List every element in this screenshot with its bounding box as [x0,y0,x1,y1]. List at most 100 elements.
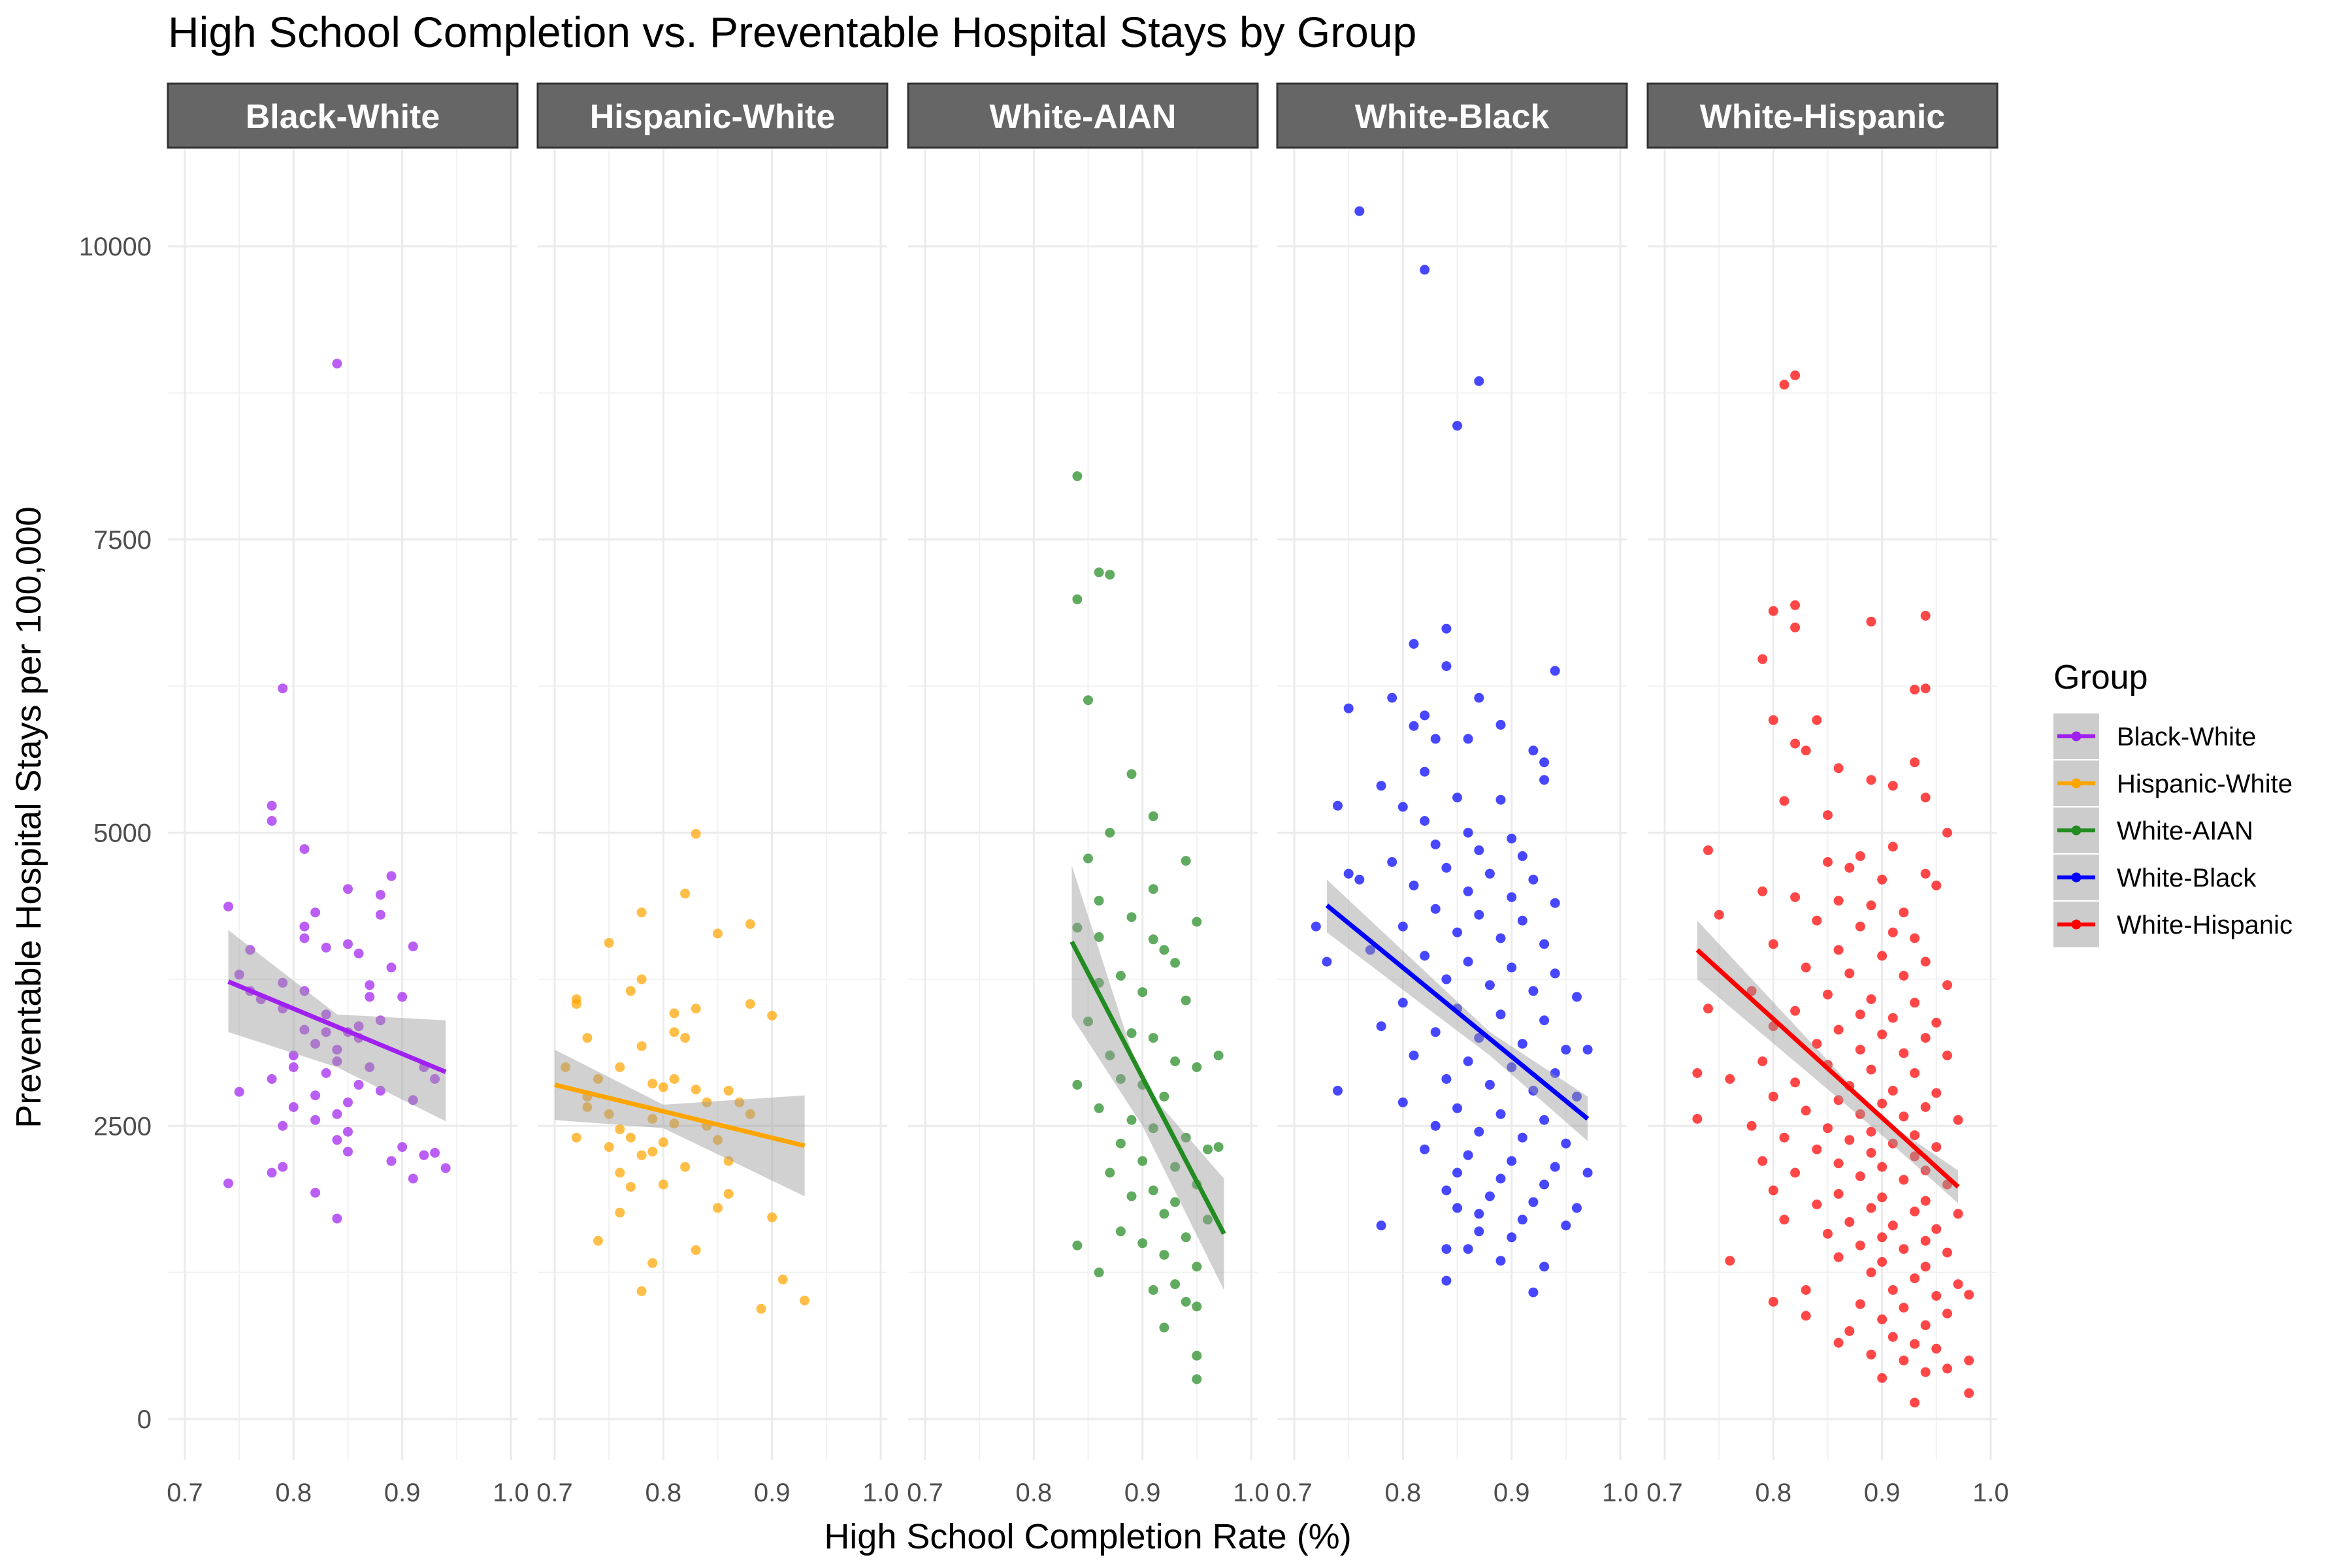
data-point [1920,956,1931,967]
data-point [332,1056,342,1066]
data-point [1812,1144,1822,1154]
trend-line [227,979,447,1074]
data-point [647,1258,658,1268]
data-point [1714,909,1724,920]
data-point [658,1082,668,1092]
data-point [1866,1064,1876,1075]
legend: Group Black-White Hispanic-White White-AIA… [2053,659,2293,947]
data-point [1148,884,1158,894]
facet-panels: Black-White 0.7 0.8 0.9 1.0 Hispanic-White 0.7… [79,82,2009,1507]
data-point [397,1142,408,1152]
data-point [1866,616,1876,627]
data-point [1441,1185,1452,1196]
data-point [1094,932,1104,942]
data-point [1528,986,1539,996]
data-point [375,890,385,900]
data-point [1213,1142,1224,1152]
data-point [658,1179,668,1190]
data-point [1213,1051,1224,1060]
data-point [1517,1039,1527,1049]
data-point [636,907,647,918]
data-point [1692,1068,1703,1078]
data-point [1910,1068,1920,1078]
data-point [1812,1200,1822,1209]
data-point [299,986,310,996]
data-point [1899,907,1909,918]
data-point [800,1296,810,1306]
data-point [1920,1262,1931,1272]
data-point [353,1021,364,1032]
data-point [734,1097,745,1107]
data-point [1072,471,1083,482]
data-point [1159,1322,1169,1333]
data-point [1420,1144,1430,1154]
x-tick-label: 0.9 [1864,1478,1901,1507]
trend-line [1070,940,1226,1235]
data-point [1866,1203,1876,1213]
data-point [1920,1166,1931,1175]
data-point [267,816,277,826]
data-point [1757,1056,1768,1066]
data-point [1833,763,1844,774]
data-point [1779,1132,1789,1143]
data-point [1517,851,1527,861]
data-point [386,871,397,881]
data-point [1115,971,1126,981]
data-point [1420,816,1430,826]
x-tick-label: 1.0 [1233,1478,1269,1507]
data-point [299,1024,310,1035]
data-point [1725,1256,1735,1266]
data-point [1768,1091,1778,1102]
data-point [1899,1111,1909,1122]
data-point [1170,1162,1181,1172]
data-point [691,1004,701,1014]
data-point [1550,898,1560,908]
data-point [1105,828,1115,838]
data-point [1801,1285,1811,1295]
data-point [1126,1191,1137,1201]
facet-panel-white-black: White-Black 0.7 0.8 0.9 1.0 [1276,82,1639,1507]
x-tick-label: 0.7 [1276,1478,1313,1507]
data-point [375,1085,385,1096]
data-point [1463,1150,1473,1160]
data-point [1768,715,1778,725]
data-point [1833,945,1844,955]
data-point [1354,206,1365,216]
data-point [1495,1009,1506,1020]
data-point [1833,1095,1844,1105]
facet-strip-label: White-Black [1355,98,1550,136]
x-tick-label: 1.0 [1972,1478,2009,1507]
data-point [1430,840,1441,849]
data-point [625,1132,636,1143]
data-point [440,1163,451,1173]
data-point [1137,1156,1148,1166]
data-point [1517,915,1527,926]
data-point [375,909,385,920]
data-point [1855,1045,1865,1055]
data-point [1148,1185,1158,1196]
data-point [1397,998,1408,1008]
data-point [1790,622,1801,632]
data-point [1539,1015,1550,1026]
data-point [1823,1123,1833,1134]
data-point [1920,868,1931,879]
data-point [1931,1291,1942,1301]
data-point [1768,1297,1778,1307]
data-point [680,1162,691,1172]
data-point [1354,874,1365,885]
data-point [1192,1374,1202,1384]
data-point [1507,1232,1517,1243]
data-point [1910,1339,1920,1349]
data-point [691,1085,701,1095]
data-point [278,977,288,988]
chart-title: High School Completion vs. Preventable H… [168,8,1416,56]
data-point [1420,766,1430,777]
data-point [636,1041,647,1051]
data-point [1430,904,1441,914]
data-point [1561,1138,1571,1149]
data-point [713,1203,723,1213]
data-point [1333,1085,1343,1096]
data-point [365,1062,375,1072]
data-point [1094,896,1104,906]
data-point [419,1150,429,1160]
